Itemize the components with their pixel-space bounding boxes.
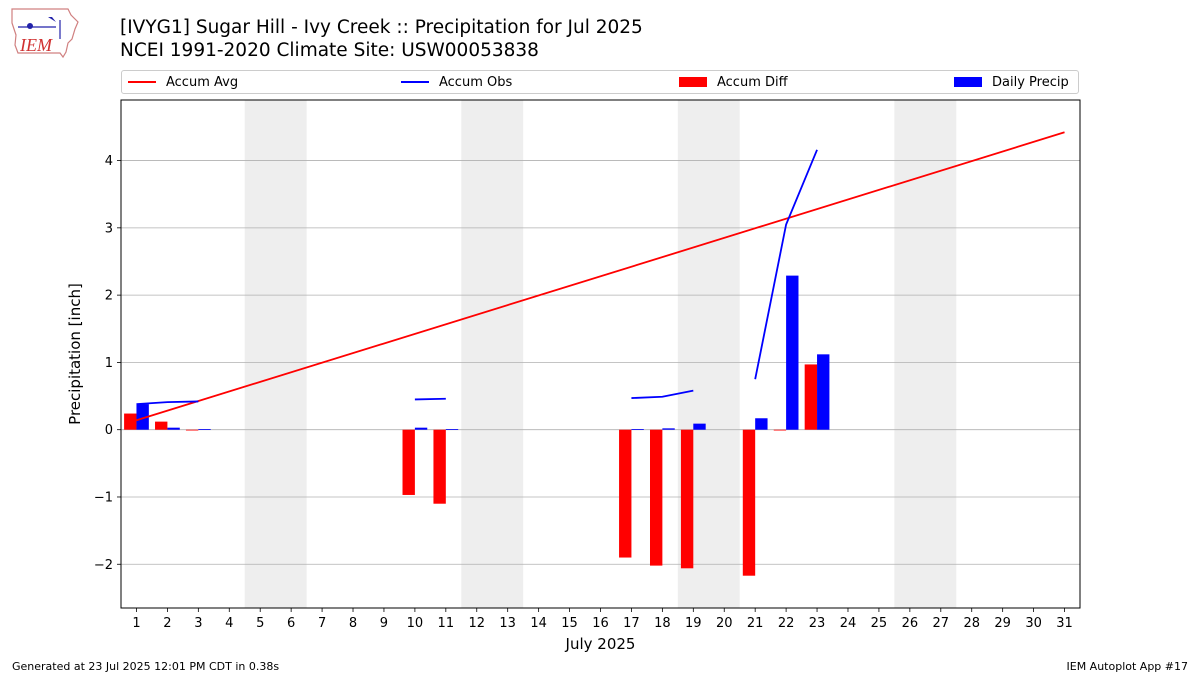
y-axis-label: Precipitation [inch] xyxy=(66,283,84,425)
iem-logo: IEM xyxy=(11,8,79,59)
xtick-label: 1 xyxy=(132,616,140,631)
xtick-label: 10 xyxy=(407,616,424,631)
legend-label-accum-obs: Accum Obs xyxy=(439,74,513,90)
xtick-label: 4 xyxy=(225,616,233,631)
xtick-label: 12 xyxy=(468,616,485,631)
accum-diff-bar-day-2 xyxy=(155,421,168,430)
xtick-label: 31 xyxy=(1056,616,1073,631)
daily-precip-bar-day-19 xyxy=(693,423,706,430)
xtick-label: 17 xyxy=(623,616,640,631)
legend-label-accum-avg: Accum Avg xyxy=(166,74,239,90)
accum-diff-bar-day-10 xyxy=(402,429,415,495)
legend-swatch-accum-obs xyxy=(401,81,429,83)
chart-subtitle: NCEI 1991-2020 Climate Site: USW00053838 xyxy=(120,40,539,61)
xtick-label: 19 xyxy=(685,616,702,631)
weekend-shade-1 xyxy=(461,100,524,608)
daily-precip-bar-day-22 xyxy=(786,275,799,430)
xtick-label: 22 xyxy=(778,616,795,631)
xtick-label: 26 xyxy=(902,616,919,631)
accum-diff-bar-day-21 xyxy=(742,429,756,576)
ytick-label: 1 xyxy=(105,356,113,371)
xtick-label: 20 xyxy=(716,616,733,631)
accum-diff-bar-day-22 xyxy=(773,429,787,431)
legend-swatch-accum-avg xyxy=(128,81,156,83)
xtick-label: 25 xyxy=(871,616,888,631)
accum-diff-bar-day-3 xyxy=(185,429,199,431)
accum-diff-bar-day-17 xyxy=(619,429,632,558)
xtick-label: 18 xyxy=(654,616,671,631)
daily-precip-bar-day-23 xyxy=(817,354,830,430)
footer-generated: Generated at 23 Jul 2025 12:01 PM CDT in… xyxy=(12,660,280,673)
legend-swatch-accum-diff xyxy=(679,77,707,87)
accum-obs-line-2 xyxy=(631,389,694,399)
legend: Accum Avg Accum Obs Accum Diff Daily Pre… xyxy=(121,70,1079,94)
xtick-label: 24 xyxy=(840,616,857,631)
xtick-label: 2 xyxy=(163,616,171,631)
xtick-label: 21 xyxy=(747,616,764,631)
weekend-shade-3 xyxy=(894,100,957,608)
xtick-label: 7 xyxy=(318,616,326,631)
x-axis-label: July 2025 xyxy=(565,635,636,653)
xtick-label: 29 xyxy=(994,616,1011,631)
weekend-shade-0 xyxy=(244,100,307,608)
accum-obs-line-0 xyxy=(136,400,199,406)
legend-entry-daily-precip: Daily Precip xyxy=(954,71,1069,93)
xtick-label: 15 xyxy=(561,616,578,631)
accum-diff-bar-day-1 xyxy=(124,413,137,430)
xtick-label: 16 xyxy=(592,616,609,631)
xtick-label: 28 xyxy=(963,616,980,631)
accum-diff-bar-day-23 xyxy=(804,364,818,430)
ytick-label: −2 xyxy=(94,558,113,573)
legend-label-accum-diff: Accum Diff xyxy=(717,74,788,90)
accum-diff-bar-day-19 xyxy=(680,429,694,569)
accum-avg-line xyxy=(136,131,1065,422)
ytick-label: 2 xyxy=(105,289,113,304)
ytick-label: 4 xyxy=(105,154,113,169)
xtick-label: 5 xyxy=(256,616,264,631)
daily-precip-bar-day-17 xyxy=(631,429,644,430)
xtick-label: 30 xyxy=(1025,616,1042,631)
xtick-label: 14 xyxy=(530,616,547,631)
ytick-label: −1 xyxy=(94,490,113,505)
ytick-label: 0 xyxy=(105,423,113,438)
xtick-label: 3 xyxy=(194,616,202,631)
logo-text: IEM xyxy=(19,35,53,55)
xtick-label: 8 xyxy=(349,616,357,631)
daily-precip-bar-day-21 xyxy=(755,418,768,430)
legend-entry-accum-obs: Accum Obs xyxy=(401,71,512,93)
xtick-label: 23 xyxy=(809,616,826,631)
daily-precip-bar-day-18 xyxy=(662,428,675,430)
accum-diff-bar-day-18 xyxy=(649,429,663,566)
accum-obs-line-1 xyxy=(414,397,446,401)
daily-precip-bar-day-3 xyxy=(198,429,211,430)
xtick-label: 9 xyxy=(380,616,388,631)
iowa-state-outline xyxy=(11,8,79,59)
accum-obs-line-3 xyxy=(754,149,818,380)
legend-entry-accum-avg: Accum Avg xyxy=(128,71,238,93)
footer-app: IEM Autoplot App #17 xyxy=(1066,660,1189,673)
xtick-label: 11 xyxy=(438,616,455,631)
daily-precip-bar-day-2 xyxy=(167,427,180,430)
xtick-label: 6 xyxy=(287,616,295,631)
daily-precip-bar-day-1 xyxy=(136,404,149,430)
chart-title: [IVYG1] Sugar Hill - Ivy Creek :: Precip… xyxy=(120,17,643,38)
ytick-label: 3 xyxy=(105,221,113,236)
daily-precip-bar-day-11 xyxy=(445,429,459,430)
legend-swatch-daily-precip xyxy=(954,77,982,87)
xtick-label: 13 xyxy=(499,616,516,631)
daily-precip-bar-day-10 xyxy=(414,427,428,430)
legend-entry-accum-diff: Accum Diff xyxy=(679,71,788,93)
accum-diff-bar-day-11 xyxy=(433,429,446,504)
legend-label-daily-precip: Daily Precip xyxy=(992,74,1069,90)
xtick-label: 27 xyxy=(933,616,950,631)
